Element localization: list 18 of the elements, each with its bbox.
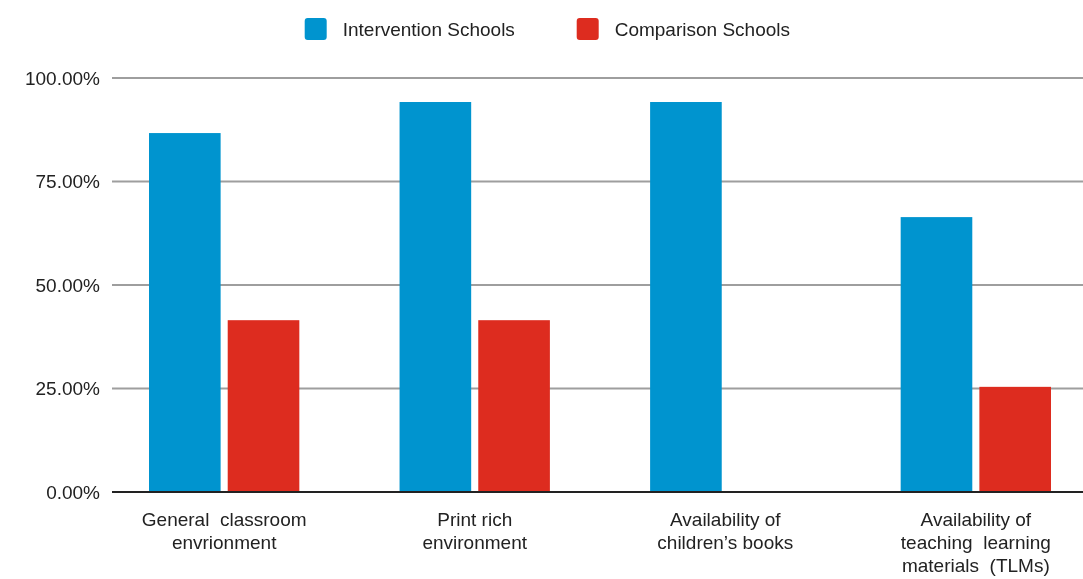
x-tick-label: Print rich environment — [422, 509, 528, 553]
bar — [399, 102, 472, 492]
bar — [900, 217, 973, 492]
bar — [478, 320, 550, 492]
y-tick-label: 100.00% — [24, 67, 101, 89]
x-tick-label: General classroom envrionment — [141, 509, 307, 553]
x-tick-label: Availability of children’s books — [657, 509, 794, 553]
legend-label: Intervention Schools — [342, 18, 515, 40]
legend-label: Comparison Schools — [614, 18, 791, 40]
bar — [149, 133, 221, 492]
y-tick-label: 75.00% — [35, 171, 101, 193]
bar — [650, 102, 722, 492]
bar — [979, 386, 1051, 492]
y-tick-label: 0.00% — [46, 481, 101, 503]
bar — [227, 320, 300, 492]
y-tick-label: 50.00% — [35, 274, 101, 296]
y-tick-label: 25.00% — [35, 378, 101, 400]
x-tick-label: Availability of teaching learning materials (TLMs) — [900, 509, 1051, 576]
